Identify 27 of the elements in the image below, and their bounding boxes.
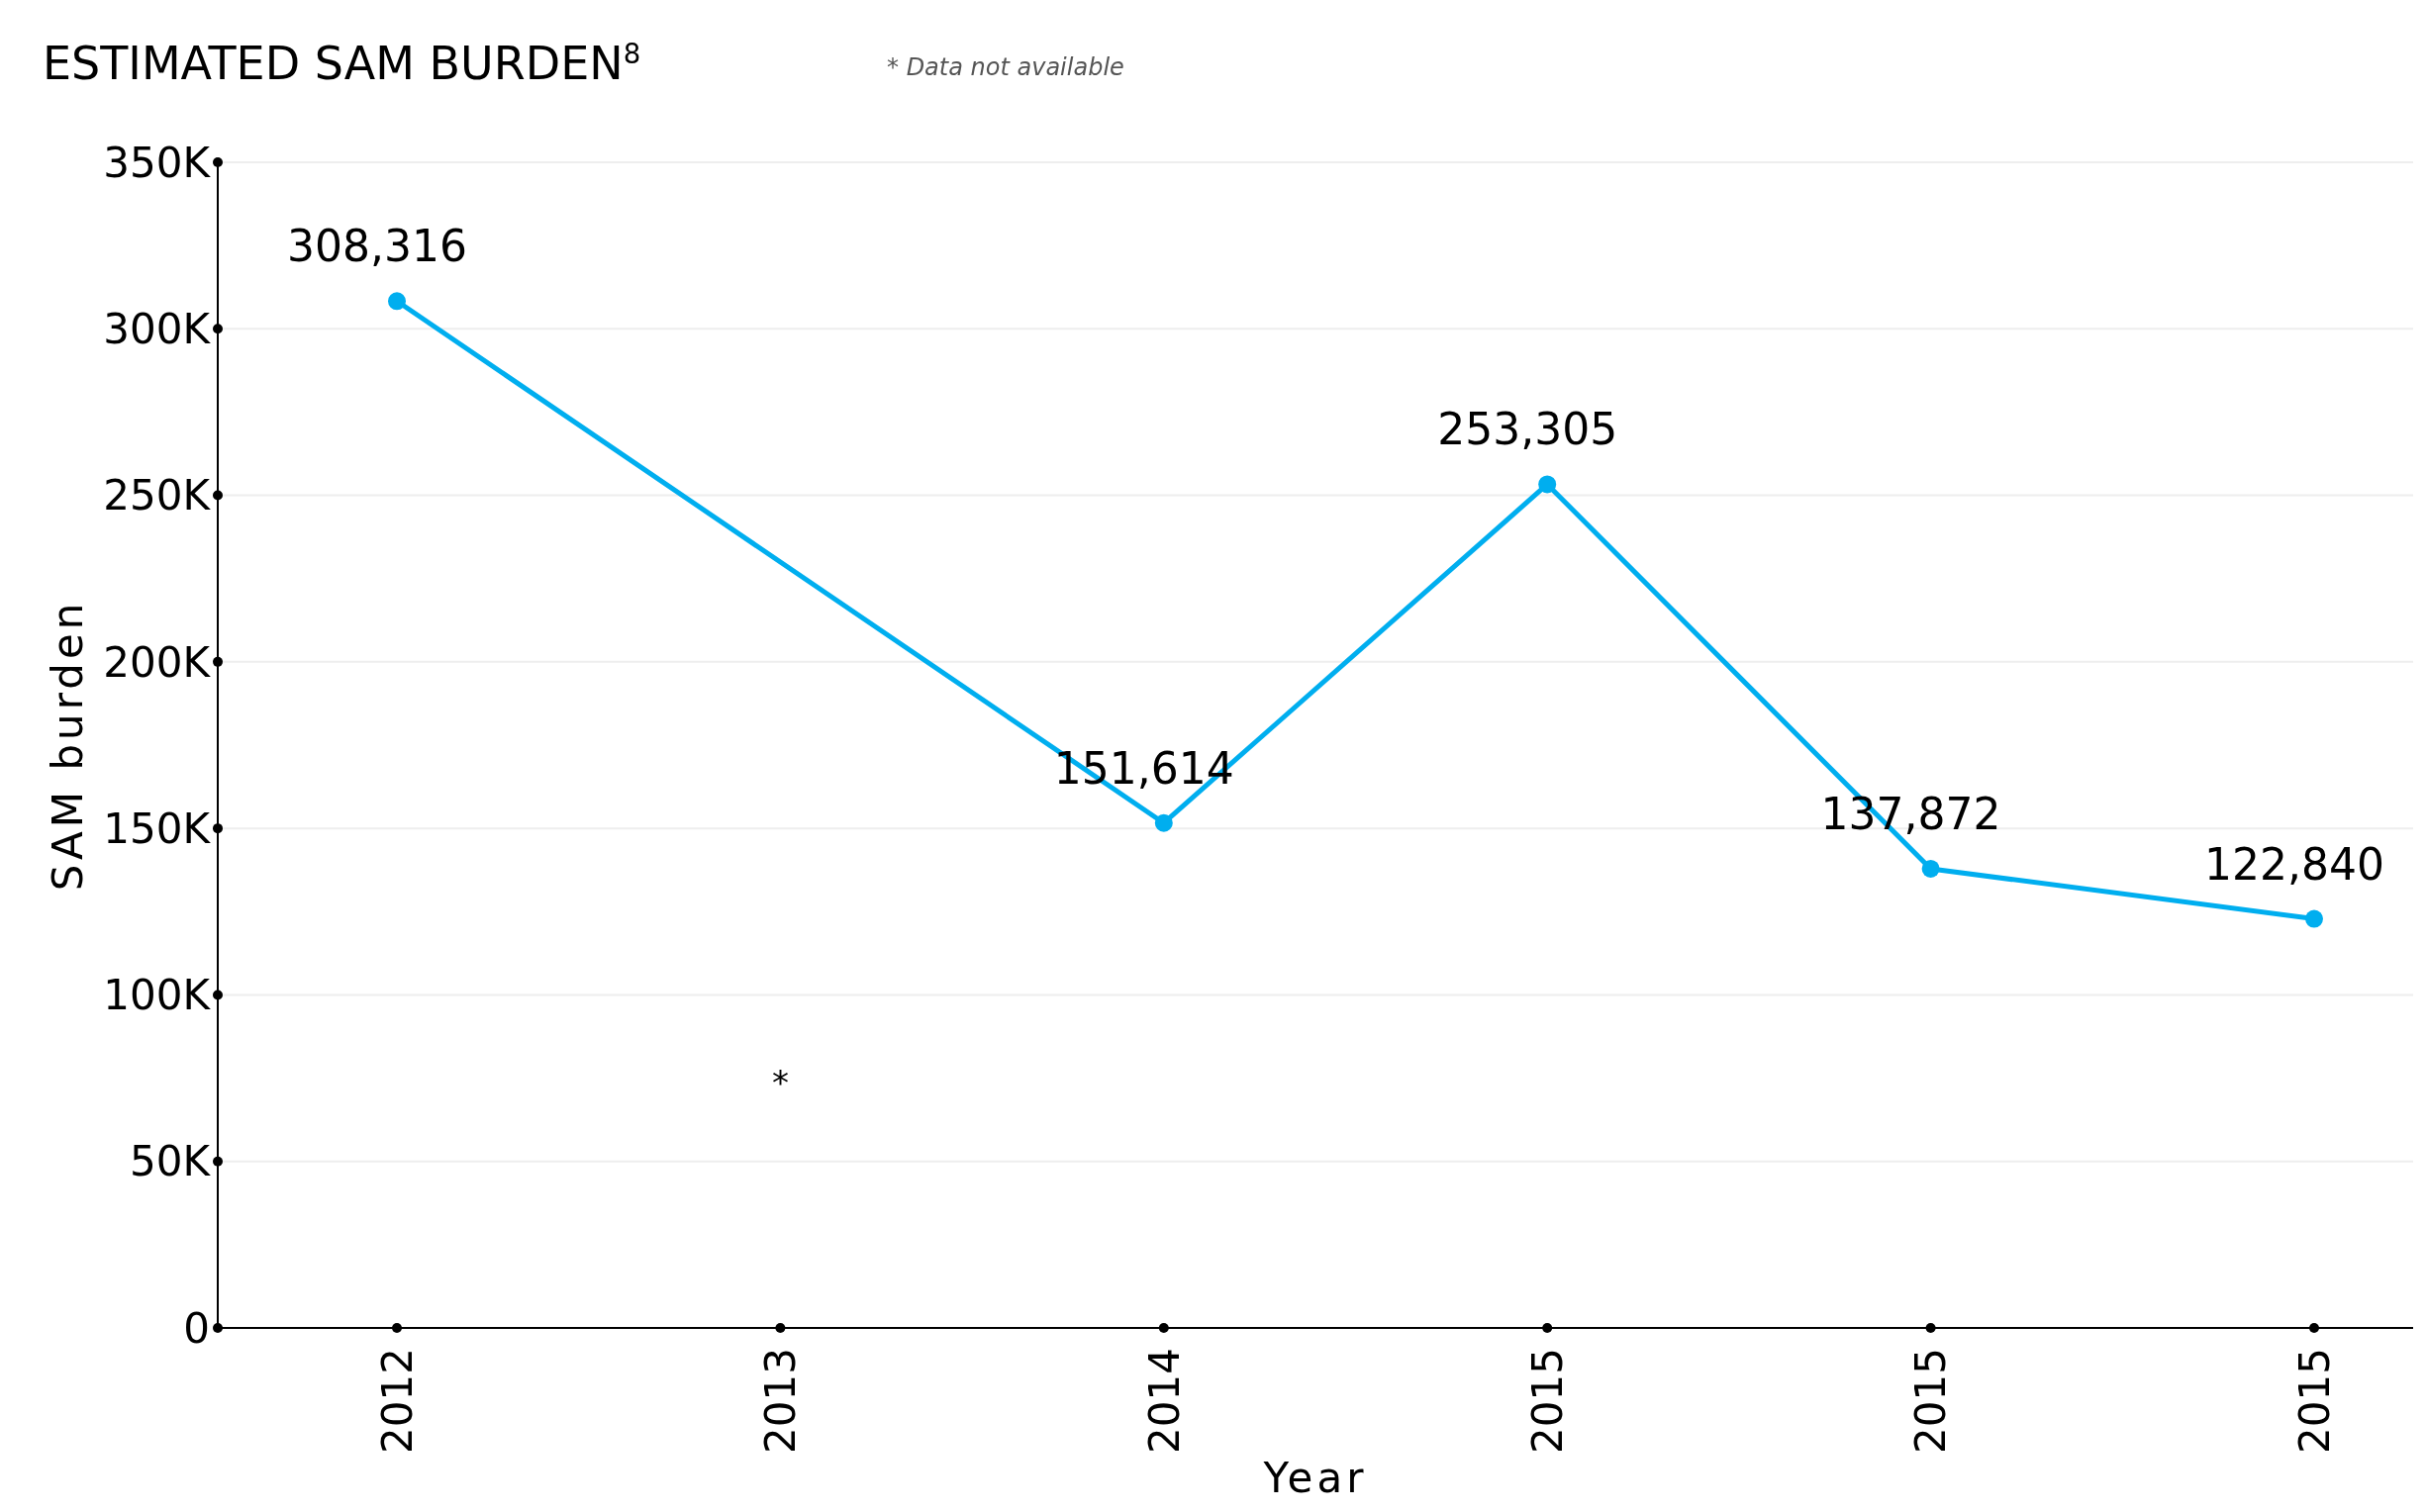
chart-title: ESTIMATED SAM BURDEN$^{8}$ — [43, 37, 641, 90]
y-tick-label: 100K — [103, 971, 212, 1020]
point — [1538, 475, 1557, 494]
y-tick-label: 0 — [183, 1303, 210, 1353]
point — [388, 292, 406, 311]
x-tick-label: 2013 — [756, 1348, 806, 1454]
x-axis-title: Year — [1262, 1454, 1368, 1502]
y-axis-title: SAM burden — [44, 599, 92, 892]
point — [1921, 859, 1940, 878]
y-tick-label: 250K — [103, 471, 212, 520]
data-label: 253,305 — [1437, 404, 1618, 455]
x-tick-label: 2015 — [1906, 1348, 1956, 1454]
data-label: 122,840 — [2204, 838, 2384, 890]
point — [1154, 813, 1173, 832]
x-tick-label: 2012 — [372, 1348, 422, 1454]
x-tick-label: 2014 — [1139, 1348, 1189, 1454]
data-label: 308,316 — [287, 221, 467, 272]
y-tick-label: 300K — [103, 304, 212, 353]
y-tick-label: 350K — [103, 138, 212, 187]
y-tick-label: 50K — [130, 1137, 212, 1186]
y-tick-label: 200K — [103, 637, 212, 687]
text: * Data not available — [887, 53, 1124, 81]
point — [2305, 909, 2323, 928]
x-tick-label: 2015 — [2289, 1348, 2339, 1454]
y-tick-label: 150K — [103, 803, 212, 853]
annotation: * — [771, 1063, 789, 1103]
x-tick-label: 2015 — [1522, 1348, 1572, 1454]
